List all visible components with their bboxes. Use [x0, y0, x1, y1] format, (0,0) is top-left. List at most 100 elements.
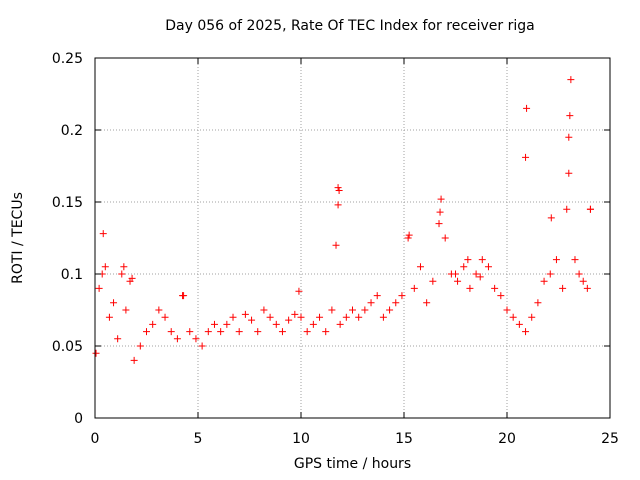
- data-point: [547, 214, 555, 222]
- data-point: [179, 292, 187, 300]
- data-point: [335, 186, 343, 194]
- data-point: [332, 241, 340, 249]
- chart-title: Day 056 of 2025, Rate Of TEC Index for r…: [165, 18, 535, 34]
- data-point: [435, 220, 443, 228]
- data-point: [217, 328, 225, 336]
- data-point: [342, 313, 350, 321]
- data-point: [454, 277, 462, 285]
- data-point: [379, 313, 387, 321]
- plot-frame: [94, 57, 611, 419]
- data-point: [429, 277, 437, 285]
- data-point: [460, 263, 468, 271]
- data-point: [229, 313, 237, 321]
- y-tick-label: 0.2: [61, 123, 83, 139]
- data-point: [571, 256, 579, 264]
- data-point: [297, 313, 305, 321]
- x-tick-label: 20: [498, 431, 516, 447]
- data-point: [272, 320, 280, 328]
- data-point: [303, 328, 311, 336]
- data-point: [503, 306, 511, 314]
- y-tick-label: 0.25: [52, 51, 83, 67]
- data-point: [441, 234, 449, 242]
- data-point: [452, 270, 459, 278]
- data-point: [336, 320, 344, 328]
- data-point: [534, 299, 542, 307]
- data-point: [522, 153, 530, 161]
- data-point: [254, 328, 262, 336]
- axes: 0 5 10 15 20 25 0 0.05 0.1 0.15 0.2 0.25: [52, 51, 619, 447]
- data-point: [114, 335, 122, 343]
- data-point: [464, 256, 472, 264]
- data-point: [130, 356, 138, 364]
- data-point: [198, 342, 206, 350]
- data-point: [528, 313, 536, 321]
- data-point: [484, 263, 492, 271]
- data-point: [155, 306, 163, 314]
- data-point: [522, 328, 530, 336]
- data-point: [386, 306, 394, 314]
- data-point: [143, 328, 150, 336]
- data-point: [291, 310, 299, 318]
- data-point: [295, 287, 303, 295]
- data-point: [552, 256, 560, 264]
- data-point: [416, 263, 424, 271]
- data-point: [586, 205, 594, 213]
- data-point: [367, 299, 375, 307]
- data-point: [355, 313, 363, 321]
- x-axis-label: GPS time / hours: [293, 456, 412, 472]
- data-point: [392, 299, 400, 307]
- data-point: [575, 270, 583, 278]
- data-point: [373, 292, 381, 300]
- grid: [95, 58, 610, 418]
- y-tick-label: 0.05: [52, 339, 83, 355]
- data-point: [128, 274, 136, 282]
- data-point: [118, 270, 126, 278]
- data-point: [120, 263, 128, 271]
- data-point: [404, 234, 412, 242]
- data-point: [491, 284, 499, 292]
- x-tick-label: 25: [601, 431, 619, 447]
- data-point: [210, 320, 218, 328]
- data-point: [161, 313, 169, 321]
- x-tick-label: 10: [292, 431, 310, 447]
- data-point: [410, 284, 418, 292]
- data-point: [540, 277, 548, 285]
- data-point: [478, 256, 486, 264]
- data-point: [122, 306, 130, 314]
- data-point: [472, 270, 480, 278]
- data-point: [173, 335, 181, 343]
- y-tick-label: 0.15: [52, 195, 83, 211]
- data-point: [285, 316, 293, 324]
- y-tick-label: 0: [74, 411, 83, 427]
- data-point: [248, 316, 256, 324]
- data-points: [92, 76, 594, 364]
- data-point: [92, 349, 100, 357]
- data-point: [423, 299, 431, 307]
- data-point: [316, 313, 324, 321]
- data-point: [278, 328, 286, 336]
- x-tick-label: 15: [395, 431, 413, 447]
- data-point: [436, 208, 444, 216]
- data-point: [241, 310, 249, 318]
- data-point: [192, 335, 200, 343]
- data-point: [105, 313, 113, 321]
- data-point: [334, 201, 342, 209]
- data-point: [99, 230, 107, 238]
- data-point: [565, 133, 573, 141]
- data-point: [437, 195, 445, 203]
- data-point: [136, 342, 144, 350]
- x-tick-label: 0: [91, 431, 100, 447]
- data-point: [186, 328, 194, 336]
- data-point: [95, 284, 103, 292]
- data-point: [260, 306, 268, 314]
- data-point: [497, 292, 505, 300]
- data-point: [583, 284, 591, 292]
- data-point: [204, 328, 212, 336]
- data-point: [167, 328, 175, 336]
- x-tick-label: 5: [194, 431, 203, 447]
- data-point: [566, 112, 574, 120]
- data-point: [101, 263, 109, 271]
- data-point: [349, 306, 356, 314]
- data-point: [515, 320, 523, 328]
